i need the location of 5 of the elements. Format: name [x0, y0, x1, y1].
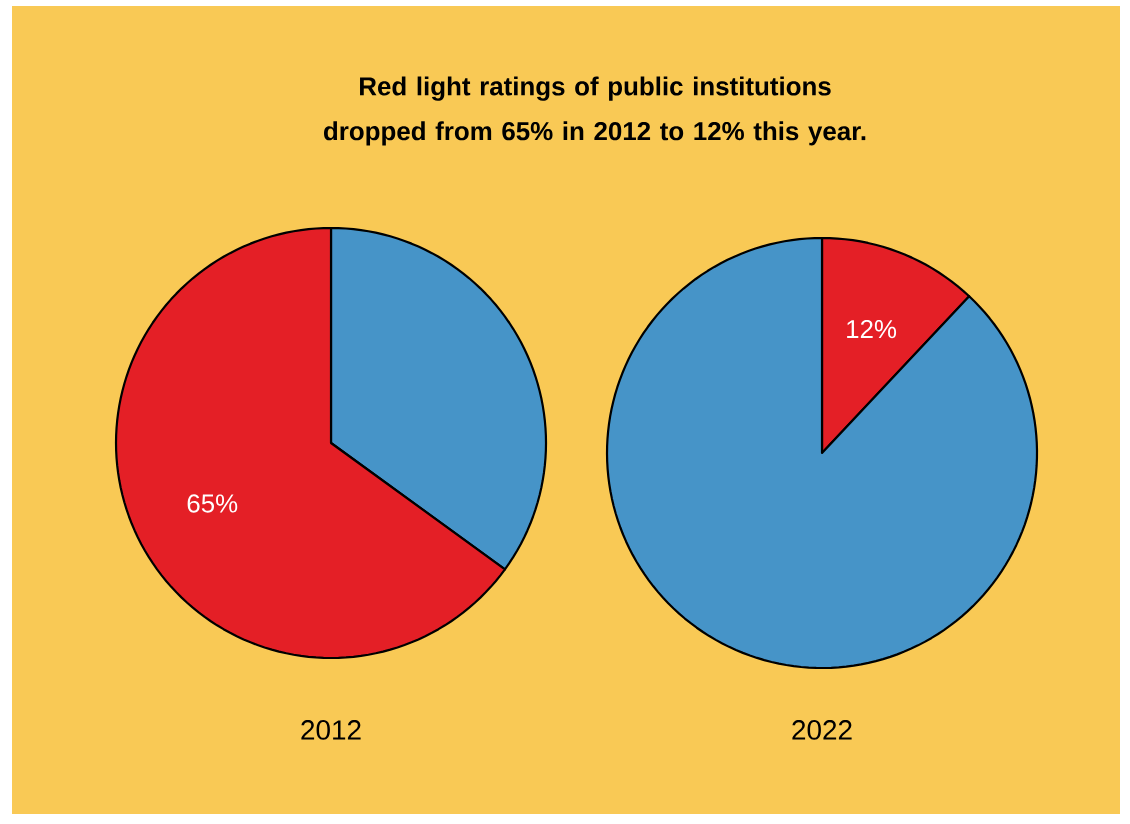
text: 2012	[301, 720, 361, 740]
text: 2022	[792, 720, 852, 740]
chart-title: Red light ratings of public institutions dropped from 65% in 2012 to 12% this year.	[324, 76, 866, 146]
data-label: 12%	[847, 319, 897, 339]
data-label: 65%	[187, 494, 238, 513]
